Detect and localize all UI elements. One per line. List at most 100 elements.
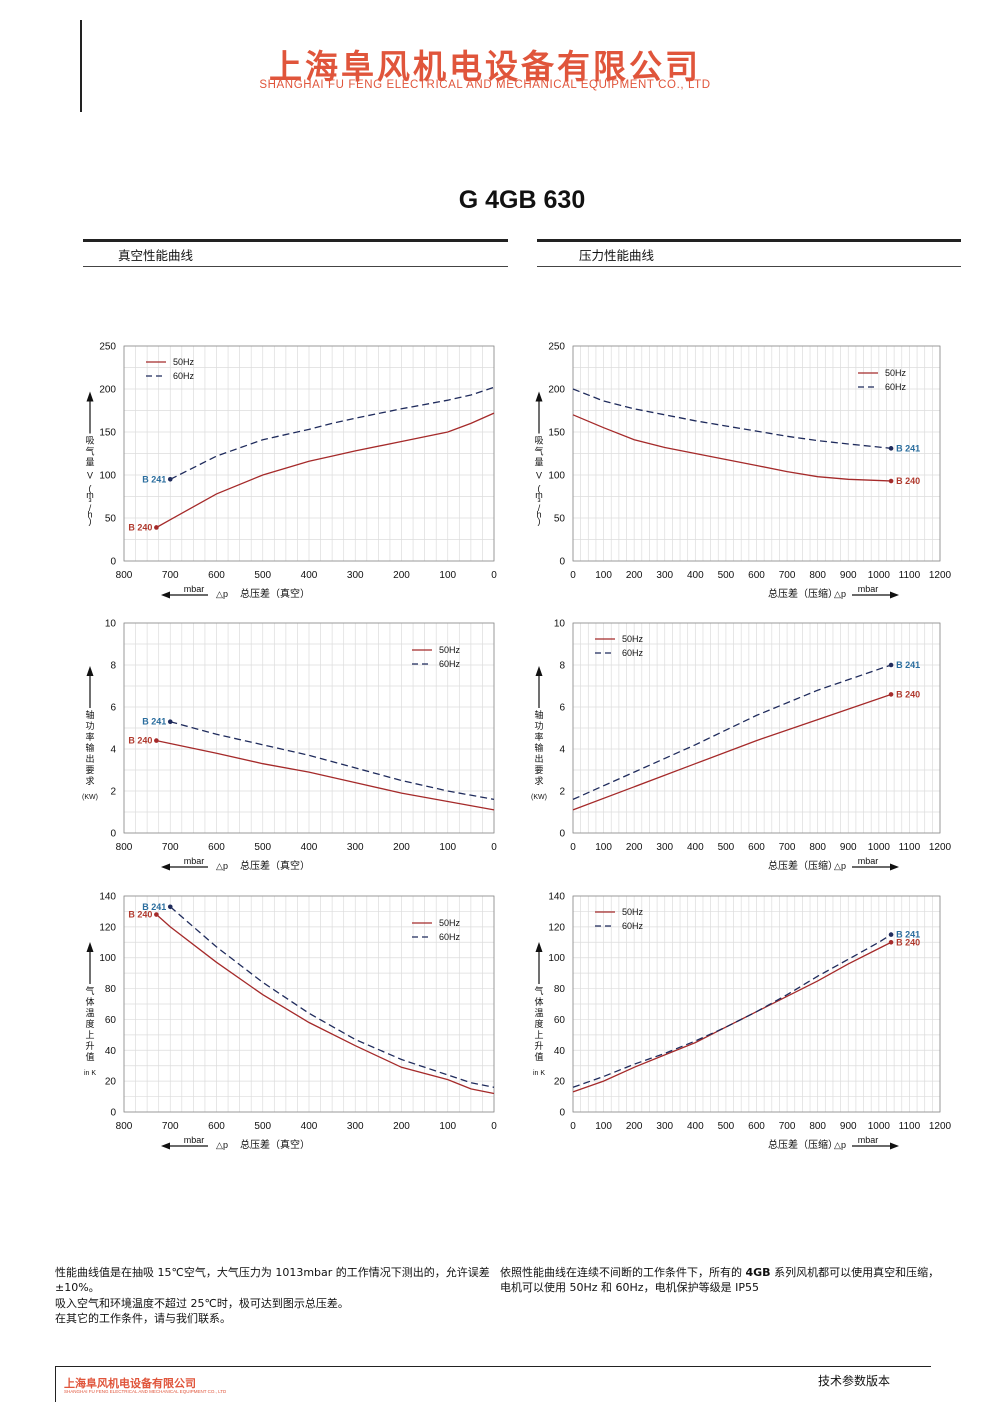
chart-prs-power: 0 100 200 300 400 500 600 700 800 900 1000 1100 1200…: [531, 619, 952, 873]
y-axis-label: 气体温度上升值: [85, 985, 94, 1062]
y-axis-unit: in K: [84, 1070, 96, 1077]
x-tick-label: 300: [347, 1121, 364, 1132]
end-label-b-241: B 241: [142, 902, 166, 912]
plot-frame: [572, 895, 941, 1113]
y-tick-label: 100: [99, 471, 116, 482]
delta-p-symbol: △p: [834, 861, 846, 871]
y-tick-label: 6: [110, 703, 116, 714]
x-tick-label: 1200: [929, 570, 952, 581]
delta-p-symbol: △p: [216, 1140, 228, 1150]
y-tick-label: 200: [548, 385, 565, 396]
x-tick-label: 600: [748, 842, 765, 853]
x-tick-label: 700: [779, 570, 796, 581]
x-tick-label: 1100: [899, 842, 921, 853]
note-operation: 依照性能曲线在连续不间断的工作条件下，所有的 4GB 系列风机都可以使用真空和压…: [500, 1265, 940, 1295]
plot-frame: [123, 345, 495, 562]
x-tick-label: 0: [491, 570, 497, 581]
x-tick-label: 1200: [929, 1121, 952, 1132]
x-tick-label: 900: [840, 842, 857, 853]
x-tick-label: 300: [656, 1121, 673, 1132]
y-axis-label: 吸气量 V (m ³ / h): [534, 436, 543, 527]
legend-label-60hz: 60Hz: [439, 932, 461, 942]
series-line-50hz: [156, 412, 495, 529]
legend-label-50hz: 50Hz: [622, 907, 644, 917]
x-tick-label: 0: [491, 1121, 497, 1132]
y-tick-label: 0: [559, 557, 565, 568]
x-axis-label: 总压差（真空）: [240, 859, 310, 872]
y-tick-label: 140: [548, 892, 565, 903]
y-axis-arrow-head: [86, 942, 94, 952]
x-tick-label: 200: [393, 1121, 410, 1132]
y-axis-unit: in K: [533, 1070, 545, 1077]
series-endpoint-60hz: [167, 719, 173, 724]
end-label-b-240: B 240: [128, 522, 152, 532]
x-tick-label: 600: [208, 570, 225, 581]
y-tick-label: 80: [105, 984, 117, 995]
x-tick-label: 0: [570, 570, 576, 581]
x-tick-label: 400: [687, 842, 704, 853]
x-axis-unit: mbar: [184, 856, 205, 866]
y-tick-label: 0: [559, 829, 565, 840]
plot-frame: [572, 345, 941, 562]
x-tick-label: 500: [718, 842, 735, 853]
x-axis-unit: mbar: [858, 1135, 879, 1145]
end-label-b-240: B 240: [896, 476, 920, 486]
y-tick-label: 150: [548, 428, 565, 439]
y-axis-label: 吸气量 V (m ³ / h): [85, 436, 94, 527]
y-tick-label: 0: [559, 1108, 565, 1119]
x-tick-label: 1000: [868, 1121, 891, 1132]
x-tick-label: 100: [595, 842, 612, 853]
x-tick-label: 100: [595, 570, 612, 581]
y-tick-label: 2: [559, 787, 565, 798]
note-temperature-limit: 吸入空气和环境温度不超过 25℃时，极可达到图示总压差。: [55, 1297, 349, 1310]
x-tick-label: 100: [439, 570, 456, 581]
x-tick-label: 400: [301, 1121, 318, 1132]
x-tick-label: 200: [393, 842, 410, 853]
x-tick-label: 500: [718, 570, 735, 581]
legend-label-50hz: 50Hz: [885, 368, 907, 378]
y-tick-label: 100: [99, 953, 116, 964]
company-name-en: SHANGHAI FU FENG ELECTRICAL AND MECHANIC…: [259, 79, 711, 91]
series-line-60hz: [170, 386, 495, 480]
x-tick-label: 300: [656, 570, 673, 581]
x-tick-label: 0: [570, 1121, 576, 1132]
x-tick-label: 500: [254, 1121, 271, 1132]
x-axis-unit: mbar: [184, 584, 205, 594]
y-tick-label: 8: [559, 661, 565, 672]
x-tick-label: 800: [809, 842, 826, 853]
note-contact: 在其它的工作条件，请与我们联系。: [55, 1312, 231, 1325]
x-tick-label: 700: [779, 1121, 796, 1132]
y-tick-label: 20: [554, 1077, 566, 1088]
x-axis-arrow-head: [890, 863, 899, 871]
y-axis-label: 轴功率输出要求: [85, 709, 94, 786]
legend-label-60hz: 60Hz: [622, 921, 644, 931]
series-endpoint-60hz: [888, 932, 894, 937]
x-tick-label: 700: [162, 1121, 179, 1132]
series-endpoint-60hz: [167, 904, 173, 910]
vacuum-section-rule: [83, 239, 508, 242]
y-axis-arrow-head: [86, 391, 94, 402]
legend-label-60hz: 60Hz: [439, 659, 461, 669]
series-endpoint-50hz: [888, 692, 894, 697]
x-tick-label: 800: [809, 1121, 826, 1132]
x-axis-arrow-head: [890, 591, 899, 599]
y-tick-label: 2: [110, 787, 116, 798]
y-axis-arrow-head: [535, 391, 543, 402]
footer-divider: [55, 1366, 56, 1402]
end-label-b-241: B 241: [142, 717, 166, 727]
x-axis-label: 总压差（压缩）: [768, 859, 838, 872]
y-tick-label: 140: [99, 892, 116, 903]
end-label-b-240: B 240: [128, 910, 152, 920]
chart-prs-temp: 0 100 200 300 400 500 600 700 800 900 1000 1100 1200…: [533, 892, 952, 1152]
chart-vac-temp: 800 700 600 500 400 300 200 100 0 0 20 40 60 80 100 120…: [84, 892, 497, 1152]
x-tick-label: 400: [687, 570, 704, 581]
series-endpoint-60hz: [888, 446, 894, 451]
y-axis-label: 气体温度上升值: [534, 985, 543, 1062]
x-tick-label: 800: [809, 570, 826, 581]
note-operation-pre: 依照性能曲线在连续不间断的工作条件下，所有的: [500, 1266, 742, 1279]
x-tick-label: 200: [626, 842, 643, 853]
delta-p-symbol: △p: [834, 1140, 846, 1150]
note-operation-post: 系列风机都可以使用真空和压缩，电机可以使用 50Hz 和 60Hz，电机保护等级…: [500, 1266, 940, 1294]
x-tick-label: 600: [748, 570, 765, 581]
y-tick-label: 120: [548, 922, 565, 933]
